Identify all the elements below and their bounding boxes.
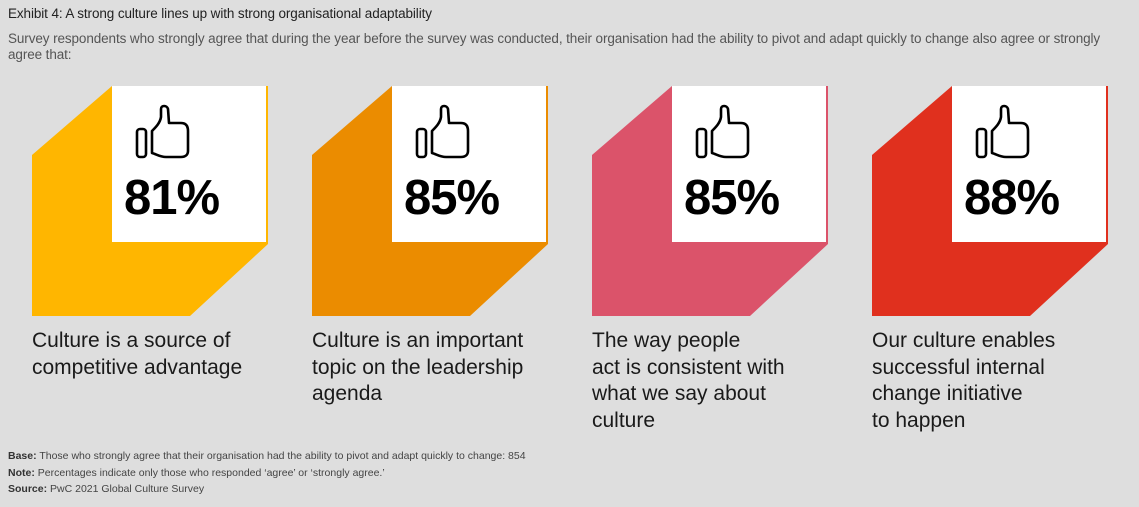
stat-label: Culture is an important topic on the lea… bbox=[312, 329, 524, 405]
stat-value: 85% bbox=[684, 171, 780, 225]
stat-value: 85% bbox=[404, 171, 500, 225]
footnotes: Base: Those who strongly agree that thei… bbox=[8, 448, 526, 498]
footnote-source: Source: PwC 2021 Global Culture Survey bbox=[8, 481, 526, 498]
stat-panel-3: 85% The way people act is consistent wit… bbox=[592, 86, 832, 438]
stat-value: 81% bbox=[124, 171, 220, 225]
footnote-note-text: Percentages indicate only those who resp… bbox=[37, 466, 385, 479]
stat-panel-4: 88% Our culture enables successful inter… bbox=[872, 86, 1112, 438]
stat-label: Our culture enables successful internal … bbox=[872, 329, 1056, 432]
thumbs-up-icon bbox=[695, 104, 750, 159]
thumbs-up-icon bbox=[975, 104, 1030, 159]
stat-card: 81% bbox=[112, 86, 266, 242]
footnote-source-label: Source: bbox=[8, 483, 48, 495]
thumbs-up-icon bbox=[135, 104, 190, 159]
stat-label: The way people act is consistent with wh… bbox=[592, 329, 785, 432]
footnote-source-text: PwC 2021 Global Culture Survey bbox=[50, 483, 205, 495]
stat-card: 85% bbox=[392, 86, 546, 242]
footnote-base-text: Those who strongly agree that their orga… bbox=[39, 450, 526, 462]
stat-value: 88% bbox=[964, 171, 1060, 225]
footnote-note: Note: Percentages indicate only those wh… bbox=[8, 465, 526, 482]
exhibit-title: Exhibit 4: A strong culture lines up wit… bbox=[8, 6, 432, 21]
thumbs-up-icon bbox=[415, 104, 470, 159]
stat-card: 85% bbox=[672, 86, 826, 242]
stat-label: Culture is a source of competitive advan… bbox=[32, 329, 243, 379]
stat-panel-2: 85% Culture is an important topic on the… bbox=[312, 86, 552, 438]
footnote-base: Base: Those who strongly agree that thei… bbox=[8, 448, 526, 465]
exhibit-subtitle: Survey respondents who strongly agree th… bbox=[8, 31, 1101, 62]
footnote-note-label: Note: bbox=[8, 466, 35, 479]
stat-card: 88% bbox=[952, 86, 1106, 242]
stat-panel-1: 81% Culture is a source of competitive a… bbox=[32, 86, 272, 438]
footnote-base-label: Base: bbox=[8, 450, 37, 462]
